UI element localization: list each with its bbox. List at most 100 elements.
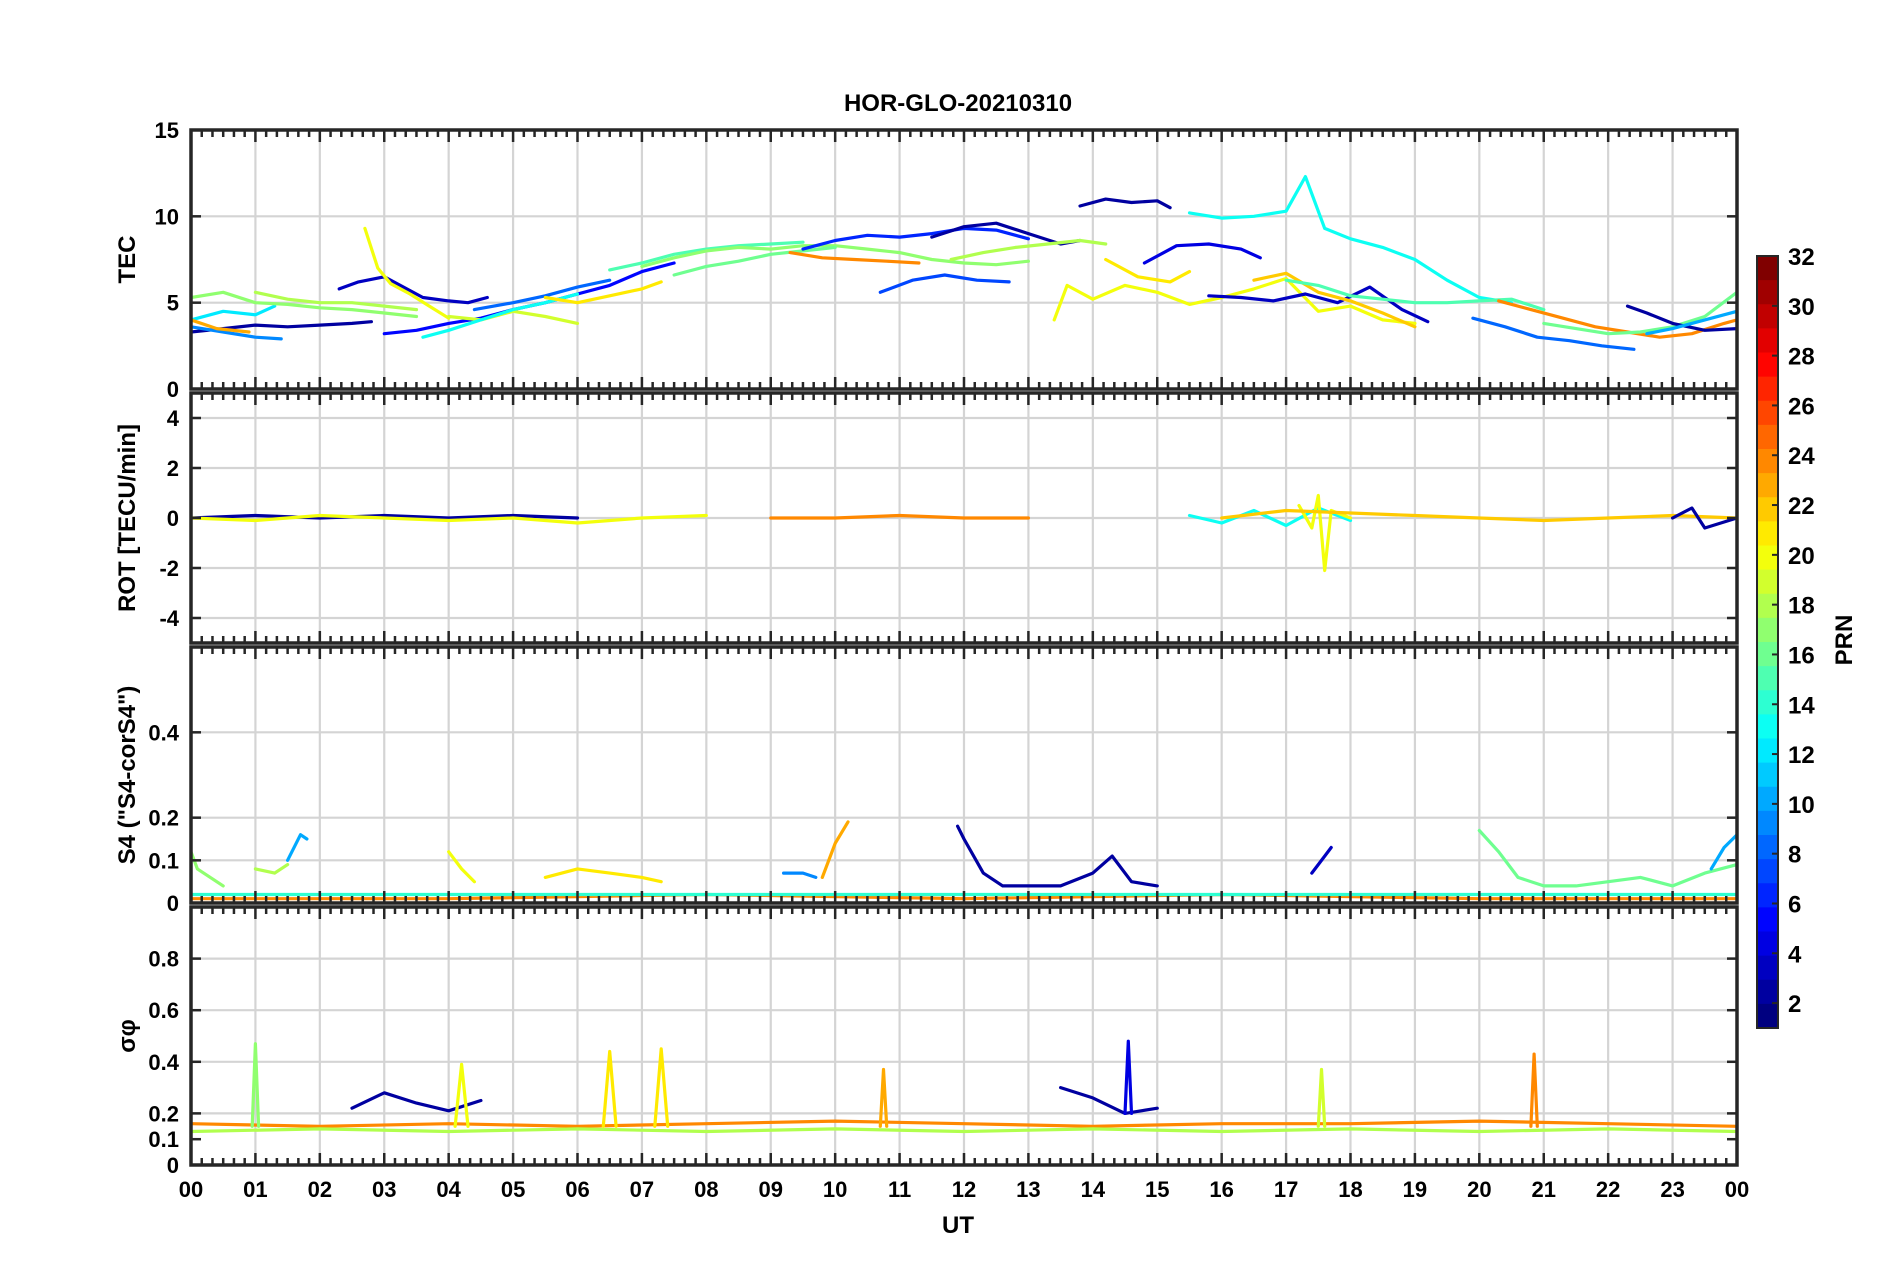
colorbar-tick-label: 6 — [1788, 891, 1801, 918]
series-line-prn-3 — [1207, 285, 1430, 324]
panel-tec: 0 5 10 15 TEC — [114, 118, 1739, 402]
colorbar-tick-label: 8 — [1788, 842, 1801, 869]
series-line-prn-21 — [601, 1049, 618, 1128]
series-line-prn-19 — [447, 309, 580, 325]
x-tick-label: 03 — [372, 1177, 396, 1202]
series-line-prn-8 — [472, 278, 612, 312]
series-line-prn-13 — [1187, 175, 1514, 305]
series-line-prn-13 — [421, 292, 580, 339]
colorbar-segment — [1757, 497, 1778, 522]
series-line-prn-2 — [350, 1091, 483, 1113]
colorbar-segment — [1757, 762, 1778, 788]
x-tick-label: 15 — [1145, 1177, 1169, 1202]
colorbar-tick-label: 2 — [1788, 991, 1801, 1018]
series-line-prn-3 — [1310, 845, 1333, 875]
colorbar-tick-label: 22 — [1788, 493, 1815, 520]
colorbar-tick-label: 26 — [1788, 393, 1815, 420]
x-tick-label: 01 — [243, 1177, 267, 1202]
colorbar-tick-label: 20 — [1788, 543, 1815, 570]
series-line-prn-2 — [1625, 304, 1737, 332]
colorbar-segment — [1757, 810, 1778, 836]
x-tick-label: 04 — [436, 1177, 461, 1202]
series-group — [191, 175, 1737, 351]
x-tick-label: 13 — [1016, 1177, 1040, 1202]
colorbar-segment — [1757, 666, 1778, 691]
colorbar-segment — [1757, 545, 1778, 571]
colorbar-segment — [1757, 256, 1778, 281]
series-line-prn-24 — [788, 251, 921, 265]
colorbar-frame — [1756, 255, 1779, 1029]
series-line-prn-2 — [1078, 197, 1172, 210]
series-line-prn-24 — [1529, 1052, 1539, 1128]
x-tick-label: 11 — [888, 1177, 911, 1202]
colorbar-segment — [1757, 1003, 1778, 1029]
x-tick-label: 16 — [1209, 1177, 1233, 1202]
series-line-prn-17 — [191, 850, 225, 888]
x-tick-label: 09 — [759, 1177, 783, 1202]
x-axis-label: UT — [942, 1212, 974, 1239]
panel-rot: -4 -2 0 2 4 ROT [TECU/min] — [114, 391, 1739, 645]
colorbar-tick-label: 30 — [1788, 294, 1815, 321]
series-line-prn-17 — [250, 1042, 261, 1128]
colorbar-segment — [1757, 738, 1778, 764]
chart-title: HOR-GLO-20210310 — [844, 90, 1072, 117]
series-line-prn-12 — [191, 304, 277, 322]
colorbar-segment — [1757, 352, 1778, 378]
y-axis-label: TEC — [114, 236, 141, 284]
y-tick-label: 2 — [167, 456, 179, 481]
y-tick-label: 0 — [167, 506, 179, 531]
colorbar-segment — [1757, 593, 1778, 619]
colorbar-segment — [1757, 328, 1778, 354]
series-line-prn-20 — [453, 1062, 470, 1128]
y-tick-label: 15 — [155, 118, 179, 143]
y-tick-label: 0.6 — [148, 998, 179, 1023]
colorbar-segment — [1757, 883, 1778, 908]
series-line-prn-15 — [1284, 278, 1546, 312]
x-tick-label: 06 — [565, 1177, 589, 1202]
colorbar-tick-label: 4 — [1788, 941, 1802, 968]
y-tick-label: 0 — [167, 891, 179, 916]
colorbar-segment — [1757, 690, 1778, 715]
series-line-prn-20 — [1297, 493, 1353, 573]
x-tick-label: 23 — [1660, 1177, 1684, 1202]
x-tick-label: 00 — [1725, 1177, 1749, 1202]
x-tick-label: 02 — [308, 1177, 332, 1202]
y-tick-label: 0.8 — [148, 947, 179, 972]
colorbar-segment — [1757, 304, 1778, 329]
colorbar-segment — [1757, 280, 1778, 305]
colorbar-segment — [1757, 569, 1778, 595]
colorbar-segment — [1757, 642, 1778, 667]
series-line-prn-22 — [1220, 508, 1737, 523]
colorbar-segment — [1757, 449, 1778, 474]
y-tick-label: 0.1 — [148, 848, 179, 873]
y-axis-label: ROT [TECU/min] — [114, 424, 141, 612]
series-line-prn-20 — [447, 850, 476, 884]
y-tick-label: 10 — [155, 204, 179, 229]
series-group — [191, 1039, 1737, 1134]
series-line-prn-4 — [1123, 1039, 1134, 1116]
series-line-prn-18 — [253, 290, 419, 312]
panel-s4: 0 0.1 0.2 0.4 S4 ("S4-corS4") — [114, 645, 1739, 916]
series-line-prn-23 — [878, 1067, 889, 1128]
series-line-prn-2 — [1670, 506, 1737, 530]
x-tick-label: 20 — [1467, 1177, 1491, 1202]
colorbar-segment — [1757, 955, 1778, 981]
colorbar-segment — [1757, 979, 1778, 1005]
series-line-prn-24 — [769, 513, 1031, 520]
y-tick-label: 0.1 — [148, 1127, 179, 1152]
series-line-prn-18 — [191, 1127, 1737, 1134]
colorbar-segment — [1757, 400, 1778, 426]
x-tick-label: 19 — [1403, 1177, 1427, 1202]
series-line-prn-4 — [1142, 242, 1262, 265]
series-line-prn-23 — [191, 318, 251, 334]
series-line-prn-9 — [191, 325, 283, 341]
x-tick-label: 22 — [1596, 1177, 1620, 1202]
y-tick-label: -2 — [159, 556, 179, 581]
series-line-prn-15 — [608, 240, 805, 272]
panel-sigma_phi: 00.10.2 0.4 0.6 0.8 σφ — [114, 905, 1739, 1178]
series-line-prn-18 — [253, 862, 290, 875]
series-line-prn-10 — [286, 833, 309, 862]
